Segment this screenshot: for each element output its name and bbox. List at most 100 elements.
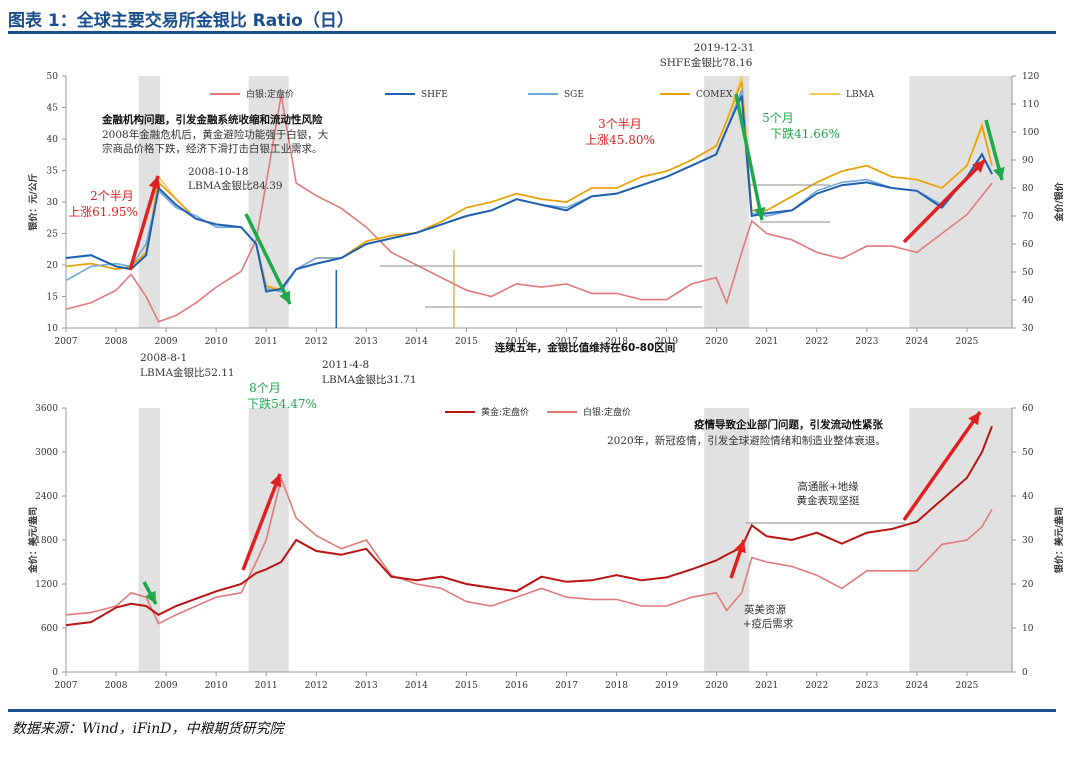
xtick-label-0-6: 2013	[355, 337, 378, 347]
source-note: 数据来源：Wind，iFinD，中粮期货研究院	[12, 721, 284, 737]
annot-20110408-date: 2011-4-8	[322, 359, 369, 371]
annot-up3-line1: 3个半月	[598, 117, 642, 131]
arrow-up-2010b	[241, 473, 282, 571]
xtick-label-1-8: 2015	[455, 681, 478, 691]
series-line-1-0	[65, 425, 993, 627]
y2tick-label-1-5: 10	[1022, 624, 1034, 634]
series-line-0-1	[65, 95, 993, 293]
ytick-label-0-2: 40	[47, 135, 59, 145]
xtick-label-0-13: 2020	[705, 337, 728, 347]
xtick-label-0-12: 2019	[655, 337, 678, 347]
xtick-label-0-17: 2024	[905, 337, 928, 347]
xtick-label-1-12: 2019	[655, 681, 678, 691]
annot-8m-line2: 下跌54.47%	[247, 396, 317, 411]
xtick-label-0-1: 2008	[105, 337, 128, 347]
annot-range-text: 连续五年，金银比值维持在60-80区间	[495, 341, 676, 354]
arrow-down-2020	[734, 93, 764, 221]
annot-covid-title: 疫情导致企业部门问题，引发流动性紧张	[694, 418, 883, 431]
chart-canvas: 5045403530252015101201101009080706050403…	[27, 42, 1065, 691]
ytick-label-0-4: 30	[47, 198, 59, 208]
annot-down5-line1: 5个月	[762, 111, 794, 125]
arrow-down-2008b-head	[144, 590, 156, 604]
annot-20080801-date: 2008-8-1	[140, 352, 187, 364]
shade-band-1-2	[704, 408, 750, 672]
shade-band-1-3	[909, 408, 1012, 672]
y2label-0: 金价/银价	[1053, 181, 1065, 222]
xtick-label-0-11: 2018	[605, 337, 628, 347]
legend-label-0-3: COMEX	[696, 90, 733, 100]
annot-20081018-date: 2008-10-18	[188, 166, 249, 178]
xtick-label-1-14: 2021	[755, 681, 778, 691]
arrow-down-2020-head	[753, 207, 766, 220]
xtick-label-0-15: 2022	[805, 337, 828, 347]
y2tick-label-1-6: 0	[1022, 668, 1028, 678]
xtick-label-0-0: 2007	[55, 337, 78, 347]
annot-20081018-value: LBMA金银比84.39	[188, 179, 283, 192]
y2tick-label-0-5: 70	[1022, 212, 1034, 222]
arrow-up-2008-head	[148, 176, 161, 190]
y2tick-label-1-2: 40	[1022, 492, 1034, 502]
annot-20080801-value: LBMA金银比52.11	[140, 366, 235, 379]
ytick-label-1-4: 1200	[35, 580, 58, 590]
xtick-label-1-7: 2014	[405, 681, 428, 691]
ylabel-1: 金价：美元/盎司	[27, 507, 39, 574]
xtick-label-1-6: 2013	[355, 681, 378, 691]
y2tick-label-0-8: 40	[1022, 296, 1034, 306]
legend-label-1-1: 白银:定盘价	[583, 406, 631, 418]
arrow-up-2008	[128, 175, 160, 271]
ytick-label-0-3: 35	[47, 167, 59, 177]
xtick-label-1-1: 2008	[105, 681, 128, 691]
xtick-label-1-18: 2025	[955, 681, 978, 691]
y2tick-label-0-2: 100	[1022, 128, 1039, 138]
xtick-label-1-0: 2007	[55, 681, 78, 691]
annot-ying-line1: 英美资源	[744, 603, 786, 616]
xtick-label-1-15: 2022	[805, 681, 828, 691]
xtick-label-1-5: 2012	[305, 681, 328, 691]
y2tick-label-0-0: 120	[1022, 72, 1039, 82]
annot-20110408-value: LBMA金银比31.71	[322, 373, 417, 386]
footer-rule	[8, 709, 1056, 712]
xtick-label-0-18: 2025	[955, 337, 978, 347]
ytick-label-0-1: 45	[47, 104, 59, 114]
legend-label-0-2: SGE	[564, 90, 584, 100]
arrow-down-2010	[244, 213, 292, 305]
xtick-label-0-4: 2011	[255, 337, 278, 347]
annot-up3-line2: 上涨45.80%	[585, 132, 655, 147]
y2tick-label-1-1: 50	[1022, 448, 1034, 458]
xtick-label-1-2: 2009	[155, 681, 178, 691]
title-rule	[8, 31, 1056, 34]
annot-down5-line2: 下跌41.66%	[770, 126, 840, 141]
xtick-label-0-16: 2023	[855, 337, 878, 347]
arrow-up-2024-head	[972, 160, 985, 173]
xtick-label-0-2: 2009	[155, 337, 178, 347]
shade-band-0-3	[909, 76, 1012, 328]
annot-geo-line1: 高通胀+地缘	[797, 480, 859, 493]
annot-ying-line2: +疫后需求	[743, 617, 794, 630]
annot-finance-line1: 2008年金融危机后，黄金避险功能强于白银，大	[102, 128, 329, 141]
y2tick-label-0-3: 90	[1022, 156, 1034, 166]
y2tick-label-1-4: 20	[1022, 580, 1034, 590]
annot-20191231-value: SHFE金银比78.16	[660, 56, 753, 69]
ylabel-0: 银价：元/公斤	[27, 173, 39, 230]
arrow-up-2010b-head	[270, 474, 282, 488]
xtick-label-1-17: 2024	[905, 681, 928, 691]
ytick-label-0-8: 10	[47, 324, 59, 334]
y2tick-label-0-1: 110	[1022, 100, 1039, 110]
ytick-label-0-7: 15	[47, 293, 59, 303]
ytick-label-0-0: 50	[47, 72, 59, 82]
annot-finance-line2: 宗商品价格下跌，经济下滑打击白银工业需求。	[102, 142, 323, 155]
y2label-1: 银价：美元/盎司	[1053, 507, 1065, 573]
y2tick-label-0-7: 50	[1022, 268, 1034, 278]
xtick-label-0-3: 2010	[205, 337, 228, 347]
annot-covid-line1: 2020年，新冠疫情，引发全球避险情绪和制造业整体衰退。	[607, 434, 886, 447]
ytick-label-1-0: 3600	[35, 404, 58, 414]
ytick-label-1-6: 0	[52, 668, 58, 678]
ytick-label-1-2: 2400	[35, 492, 58, 502]
xtick-label-1-10: 2017	[555, 681, 578, 691]
xtick-label-0-8: 2015	[455, 337, 478, 347]
xtick-label-1-11: 2018	[605, 681, 628, 691]
annot-20191231-date: 2019-12-31	[694, 42, 755, 54]
arrow-down-2025-head	[993, 166, 1005, 180]
annot-8m-line1: 8个月	[249, 381, 281, 395]
series-line-0-0	[65, 94, 993, 323]
